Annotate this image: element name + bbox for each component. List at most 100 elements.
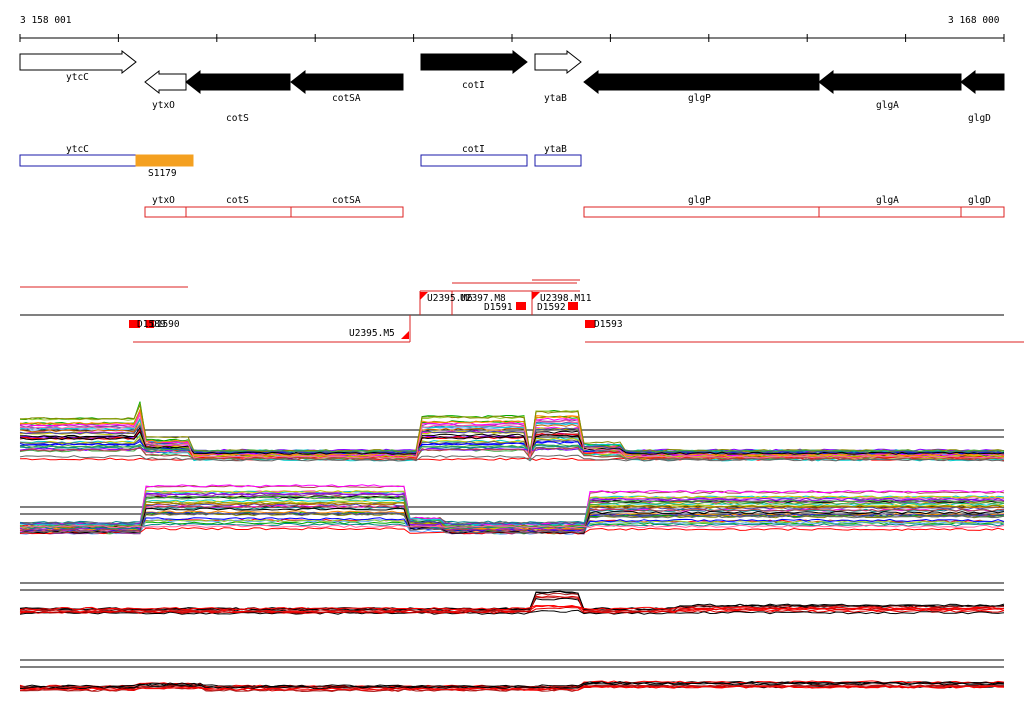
expression-profile-line (19, 430, 1005, 455)
gene-label-ytxo: ytxO (152, 100, 175, 111)
segment-label-u2395-m6: U2395.M6 (427, 293, 473, 304)
expression-profile-line (19, 524, 1005, 529)
down-label-d1593: D1593 (594, 319, 623, 330)
ruler-ticks (19, 34, 1005, 42)
expression-profile-line (19, 595, 1005, 614)
red-feature-track: ytxO cotS cotSA glgP glgA glgD (144, 195, 1005, 218)
coordinate-ruler: 3 158 001 3 168 000 (19, 15, 1005, 42)
red-box-cotsa[interactable] (290, 206, 404, 218)
expression-profile-line (19, 682, 1005, 690)
red-box-ytxo[interactable] (144, 206, 187, 218)
gene-label-ytcc: ytcC (66, 72, 89, 83)
expression-profile-line (19, 604, 1005, 613)
gene-label-glga: glgA (876, 100, 899, 111)
expression-profile-line (19, 444, 1005, 453)
expression-profile-line (19, 592, 1005, 612)
segment-flag-u2395-m6[interactable] (420, 292, 428, 300)
expression-track-4 (19, 659, 1005, 693)
down-label-d1589: D1589 (137, 319, 166, 330)
down-marker-d1593[interactable] (585, 320, 595, 328)
segment-label-u2397-m8: U2397.M8 (460, 293, 506, 304)
expression-track-2 (19, 484, 1005, 535)
down-marker-d1592[interactable] (568, 302, 578, 310)
blue-box-coti[interactable] (420, 154, 528, 167)
down-label-d1592: D1592 (537, 302, 566, 313)
red-box-label-ytxo: ytxO (152, 195, 175, 206)
down-label-d1591: D1591 (484, 302, 513, 313)
expression-profile-line (19, 443, 1005, 453)
segment-label-u2395-m5: U2395.M5 (349, 328, 395, 339)
blue-box-label-coti: cotI (462, 144, 485, 155)
orange-feature[interactable] (135, 154, 194, 167)
expression-profile-line (19, 517, 1005, 532)
expression-profile-line (19, 507, 1005, 534)
gene-arrow-cotsa[interactable] (290, 69, 404, 95)
expression-profile-line (19, 684, 1005, 690)
gene-arrow-coti[interactable] (420, 49, 528, 75)
gene-arrow-glgp[interactable] (583, 69, 820, 95)
gene-label-coti: cotI (462, 80, 485, 91)
blue-feature-track: ytcC S1179 cotI ytaB (19, 144, 582, 179)
expression-profile-line (19, 511, 1005, 526)
expression-profile-line (19, 590, 1005, 611)
red-box-glgd[interactable] (960, 206, 1005, 218)
red-box-label-cotsa: cotSA (332, 195, 361, 206)
ruler-end-label: 3 168 000 (948, 15, 1000, 26)
red-box-glga[interactable] (818, 206, 962, 218)
blue-box-ytcc[interactable] (19, 154, 137, 167)
expression-profile-line (19, 403, 1005, 453)
gene-arrow-glgd[interactable] (960, 69, 1005, 95)
down-marker-d1591[interactable] (516, 302, 526, 310)
expression-profile-line (19, 422, 1005, 458)
gene-label-glgd: glgD (968, 113, 991, 124)
expression-profile-line (19, 492, 1005, 531)
red-box-glgp[interactable] (583, 206, 820, 218)
blue-box-label-ytcc: ytcC (66, 144, 89, 155)
down-label-d1590: D1590 (151, 319, 180, 330)
track-2-profiles (19, 484, 1005, 535)
down-marker-d1590[interactable] (146, 320, 154, 328)
segment-flag-u2395-m5[interactable] (401, 331, 409, 339)
red-box-label-glga: glgA (876, 195, 899, 206)
expression-profile-line (19, 454, 1005, 462)
orange-feature-label: S1179 (148, 168, 177, 179)
expression-track-1 (19, 401, 1005, 462)
down-marker-d1589[interactable] (129, 320, 140, 328)
blue-box-ytab[interactable] (534, 154, 582, 167)
expression-profile-line (19, 408, 1005, 457)
gene-track: ytcC ytxO cotS cotSA cotI ytaB glgP glgA… (19, 49, 1005, 124)
expression-profile-line (19, 490, 1005, 526)
gene-arrow-ytab[interactable] (534, 49, 582, 75)
expression-profile-line (19, 685, 1005, 691)
red-box-label-glgd: glgD (968, 195, 991, 206)
expression-profile-line (19, 604, 1004, 611)
red-box-label-cots: cotS (226, 195, 249, 206)
gene-label-cots: cotS (226, 113, 249, 124)
expression-profile-line (19, 609, 1005, 615)
track-1-profiles (19, 401, 1005, 462)
gene-label-ytab: ytaB (544, 93, 567, 104)
red-box-cots[interactable] (185, 206, 292, 218)
expression-profile-line (19, 512, 1005, 534)
track-3-profiles (19, 590, 1005, 615)
gene-arrow-glga[interactable] (818, 69, 962, 95)
expression-profile-line (19, 413, 1005, 459)
expression-profile-line (19, 495, 1005, 528)
gene-arrow-ytxo[interactable] (144, 69, 187, 95)
expression-profile-line (19, 522, 1005, 530)
expression-track-3 (19, 582, 1005, 615)
segment-track: U2395.M6 U2397.M8 U2398.M11 U2395.M5 D15… (20, 279, 1024, 343)
blue-box-label-ytab: ytaB (544, 144, 567, 155)
expression-profile-line (19, 446, 1005, 461)
expression-profile-line (19, 501, 1005, 529)
segment-flag-u2398-m11[interactable] (532, 292, 540, 300)
gene-label-glgp: glgP (688, 93, 711, 104)
track-4-profiles (19, 680, 1005, 693)
gene-arrow-cots[interactable] (185, 69, 291, 95)
red-box-label-glgp: glgP (688, 195, 711, 206)
gene-arrow-ytcc[interactable] (19, 49, 137, 75)
segment-label-u2398-m11: U2398.M11 (540, 293, 592, 304)
gene-label-cotsa: cotSA (332, 93, 361, 104)
ruler-start-label: 3 158 001 (20, 15, 72, 26)
